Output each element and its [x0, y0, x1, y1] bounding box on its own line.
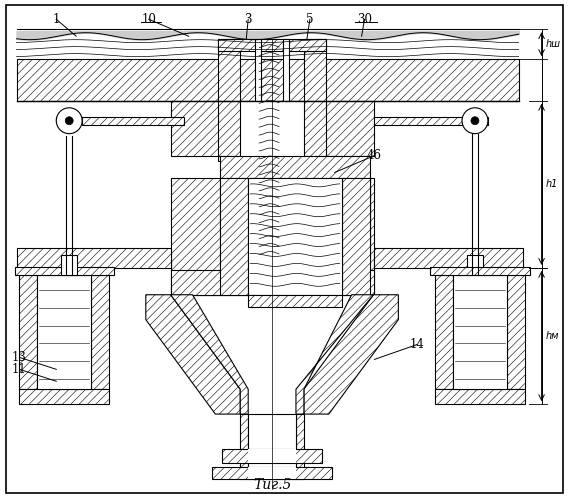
Bar — [248, 467, 296, 478]
Bar — [283, 39, 289, 278]
Bar — [222, 449, 322, 463]
Bar — [435, 389, 525, 404]
Bar — [170, 101, 374, 156]
Bar — [467, 255, 483, 275]
Bar — [248, 178, 342, 294]
Circle shape — [462, 108, 488, 134]
Bar — [56, 116, 82, 120]
Text: 13: 13 — [12, 351, 27, 364]
Text: 5: 5 — [306, 13, 313, 26]
Bar — [220, 156, 370, 178]
Bar — [17, 248, 170, 268]
Bar — [14, 267, 114, 275]
Text: 11: 11 — [12, 363, 27, 376]
Text: Τиг.5: Τиг.5 — [253, 478, 291, 492]
Text: 30: 30 — [357, 13, 372, 26]
Bar — [220, 178, 248, 294]
Bar — [20, 389, 109, 404]
Bar — [304, 39, 326, 160]
Bar — [170, 178, 220, 294]
Text: h1: h1 — [545, 180, 558, 190]
Bar — [248, 414, 296, 478]
Bar — [37, 275, 91, 389]
Bar — [61, 255, 77, 275]
Bar — [218, 101, 326, 156]
Text: hм: hм — [545, 331, 559, 341]
Circle shape — [471, 116, 479, 124]
Circle shape — [65, 116, 73, 124]
Text: 3: 3 — [245, 13, 252, 26]
Bar — [374, 116, 462, 124]
Bar — [370, 178, 374, 294]
Bar — [91, 275, 109, 389]
Bar — [453, 275, 507, 389]
Bar — [248, 449, 296, 463]
Bar — [296, 414, 304, 478]
Text: 10: 10 — [141, 13, 156, 26]
Text: 1: 1 — [53, 13, 60, 26]
Polygon shape — [296, 294, 374, 414]
Bar — [507, 275, 525, 389]
Bar — [17, 59, 519, 101]
Bar — [82, 116, 184, 124]
Bar — [374, 248, 523, 268]
Polygon shape — [146, 294, 241, 414]
Text: 14: 14 — [410, 338, 425, 351]
Circle shape — [56, 108, 82, 134]
Bar — [170, 270, 374, 295]
Bar — [248, 294, 342, 306]
Bar — [212, 467, 332, 478]
Bar — [218, 39, 241, 160]
Bar — [342, 178, 370, 294]
Polygon shape — [304, 294, 398, 414]
Bar — [486, 116, 488, 124]
Bar — [241, 414, 248, 478]
Polygon shape — [170, 294, 248, 414]
Text: hш: hш — [545, 39, 561, 49]
Bar — [218, 39, 326, 51]
Text: 46: 46 — [367, 149, 382, 162]
Bar — [435, 275, 453, 389]
Bar — [255, 39, 261, 278]
Bar — [20, 275, 37, 389]
Bar — [430, 267, 530, 275]
Bar — [304, 101, 326, 156]
Bar — [218, 101, 241, 156]
